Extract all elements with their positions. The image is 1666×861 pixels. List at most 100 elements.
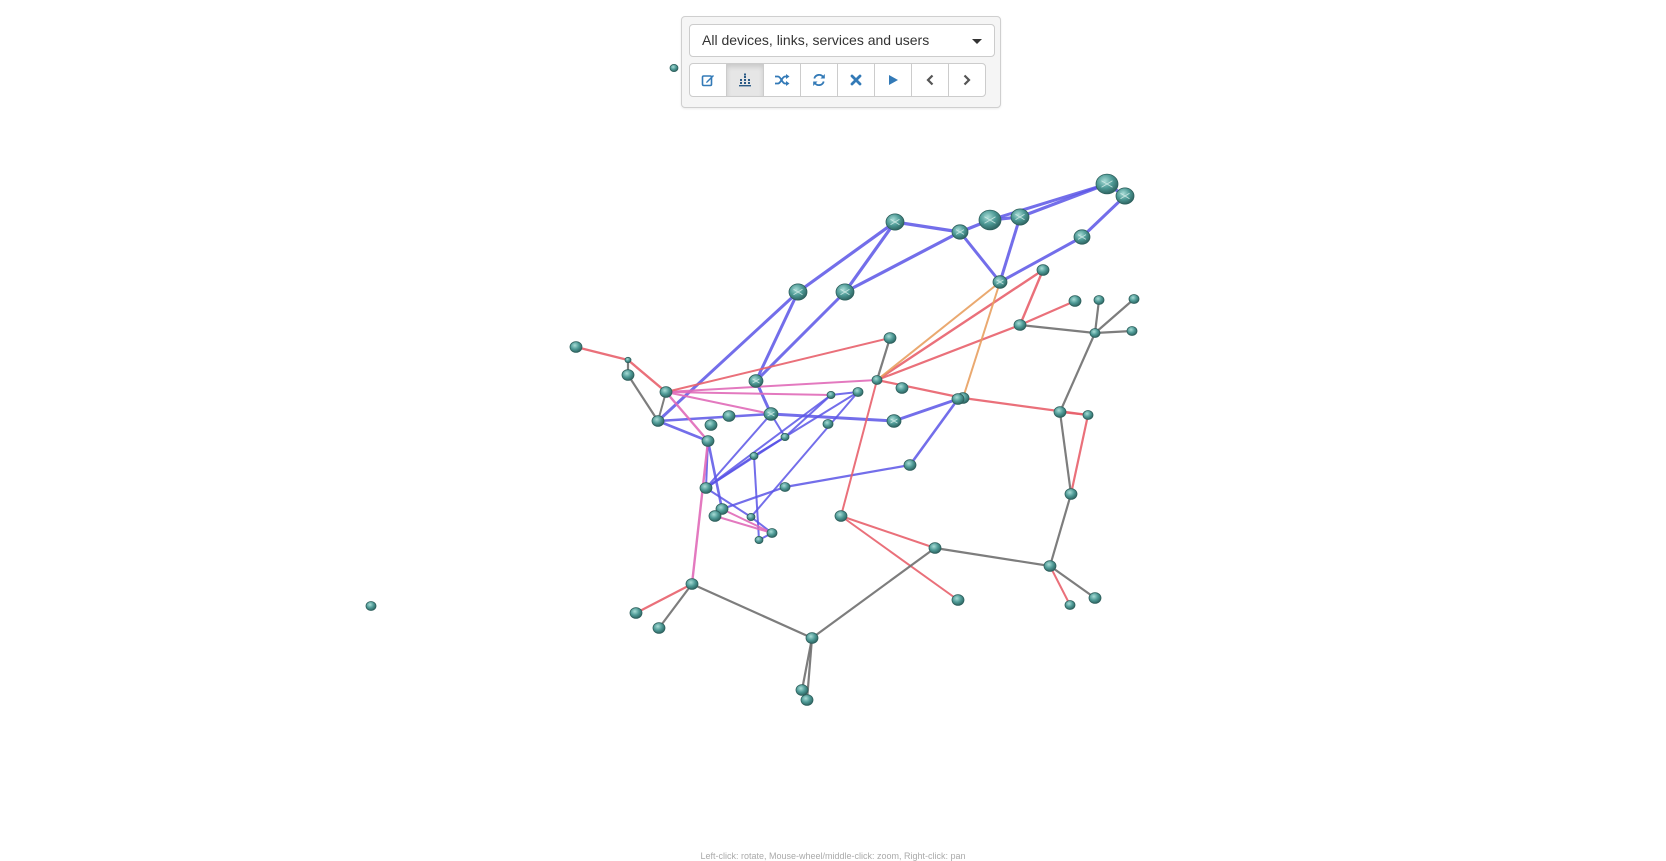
graph-link[interactable] xyxy=(1069,414,1090,495)
graph-node[interactable] xyxy=(883,332,897,344)
graph-link[interactable] xyxy=(627,374,659,422)
graph-link[interactable] xyxy=(875,337,892,381)
graph-node[interactable] xyxy=(951,224,969,240)
graph-node[interactable] xyxy=(624,356,632,364)
graph-node[interactable] xyxy=(749,451,759,460)
graph-link[interactable] xyxy=(635,583,693,614)
graph-node[interactable] xyxy=(704,419,718,431)
graph-link[interactable] xyxy=(908,398,960,466)
graph-link[interactable] xyxy=(1058,332,1097,413)
graph-link[interactable] xyxy=(721,485,786,511)
graph-node[interactable] xyxy=(780,432,790,441)
graph-node[interactable] xyxy=(779,482,791,492)
graph-node[interactable] xyxy=(788,283,808,301)
graph-node[interactable] xyxy=(928,542,942,554)
graph-link[interactable] xyxy=(1048,493,1073,567)
graph-link[interactable] xyxy=(1058,411,1073,495)
graph-link[interactable] xyxy=(784,463,911,489)
graph-node[interactable] xyxy=(569,341,583,353)
graph-node[interactable] xyxy=(748,374,764,388)
graph-node[interactable] xyxy=(1043,560,1057,572)
graph-link[interactable] xyxy=(876,378,964,400)
graph-link[interactable] xyxy=(575,345,629,362)
graph-link[interactable] xyxy=(1094,329,1133,335)
graph-link[interactable] xyxy=(840,515,959,601)
graph-node[interactable] xyxy=(701,435,715,447)
graph-node[interactable] xyxy=(722,410,736,422)
graph-node[interactable] xyxy=(685,578,699,590)
graph-node[interactable] xyxy=(651,415,665,427)
graph-link[interactable] xyxy=(705,394,832,489)
graph-node[interactable] xyxy=(1093,295,1105,305)
graph-link[interactable] xyxy=(665,337,891,393)
graph-node[interactable] xyxy=(708,510,722,522)
graph-link[interactable] xyxy=(658,583,693,629)
graph-node[interactable] xyxy=(1064,488,1078,500)
graph-link[interactable] xyxy=(784,394,832,438)
graph-node[interactable] xyxy=(365,601,377,611)
graph-link[interactable] xyxy=(893,397,959,423)
graph-node[interactable] xyxy=(1088,592,1102,604)
graph-link[interactable] xyxy=(840,515,936,549)
graph-link[interactable] xyxy=(876,323,1021,382)
graph-node[interactable] xyxy=(834,510,848,522)
graph-node[interactable] xyxy=(1115,187,1135,205)
graph-node[interactable] xyxy=(895,382,909,394)
graph-node[interactable] xyxy=(699,482,713,494)
graph-link[interactable] xyxy=(1019,299,1076,327)
graph-link[interactable] xyxy=(1080,194,1127,239)
graph-node[interactable] xyxy=(800,694,814,706)
graph-link[interactable] xyxy=(998,216,1022,283)
graph-link[interactable] xyxy=(657,412,772,423)
graph-node[interactable] xyxy=(795,684,809,696)
graph-link[interactable] xyxy=(1094,298,1135,334)
graph-link[interactable] xyxy=(999,235,1083,284)
graph-link[interactable] xyxy=(770,412,895,423)
graph-node[interactable] xyxy=(1064,600,1076,610)
graph-node[interactable] xyxy=(805,632,819,644)
graph-link[interactable] xyxy=(721,508,773,534)
graph-link[interactable] xyxy=(665,391,772,415)
graph-node[interactable] xyxy=(871,375,883,385)
graph-link[interactable] xyxy=(754,291,800,382)
graph-node[interactable] xyxy=(652,622,666,634)
graph-link[interactable] xyxy=(706,440,724,510)
graph-node[interactable] xyxy=(992,275,1008,289)
graph-node[interactable] xyxy=(766,528,778,538)
graph-link[interactable] xyxy=(690,440,710,585)
graph-link[interactable] xyxy=(627,359,667,393)
graph-link[interactable] xyxy=(894,220,961,234)
graph-link[interactable] xyxy=(665,391,832,396)
graph-node[interactable] xyxy=(1036,264,1050,276)
graph-link[interactable] xyxy=(962,281,1001,399)
graph-node[interactable] xyxy=(629,607,643,619)
graph-node[interactable] xyxy=(621,369,635,381)
dot-chart-button[interactable] xyxy=(726,63,764,97)
graph-link[interactable] xyxy=(705,413,772,489)
graph-node[interactable] xyxy=(835,283,855,301)
edit-button[interactable] xyxy=(689,63,727,97)
graph-node[interactable] xyxy=(1128,294,1140,304)
graph-node[interactable] xyxy=(822,419,834,429)
graph-link[interactable] xyxy=(1018,269,1045,326)
graph-link[interactable] xyxy=(876,268,1044,382)
next-button[interactable] xyxy=(948,63,986,97)
graph-link[interactable] xyxy=(750,391,859,518)
graph-link[interactable] xyxy=(1049,565,1096,599)
graph-node[interactable] xyxy=(659,386,673,398)
graph-link[interactable] xyxy=(665,379,878,393)
graph-link[interactable] xyxy=(989,182,1108,222)
graph-node[interactable] xyxy=(1013,319,1027,331)
graph-node[interactable] xyxy=(1053,406,1067,418)
previous-button[interactable] xyxy=(911,63,949,97)
graph-link[interactable] xyxy=(1019,323,1096,335)
graph-node[interactable] xyxy=(1073,229,1091,245)
shuffle-button[interactable] xyxy=(763,63,801,97)
graph-link[interactable] xyxy=(691,582,813,640)
graph-node[interactable] xyxy=(746,513,756,522)
graph-node[interactable] xyxy=(1089,328,1101,338)
graph-link[interactable] xyxy=(656,290,800,423)
graph-node[interactable] xyxy=(886,414,902,428)
graph-node[interactable] xyxy=(951,393,965,405)
graph-link[interactable] xyxy=(705,487,752,518)
